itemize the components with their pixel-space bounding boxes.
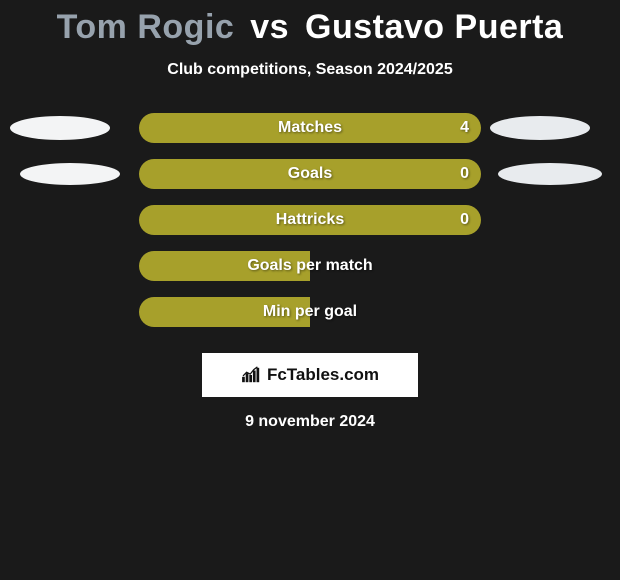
- stat-rows: Matches 4 Goals 0 Hattricks 0 Goals per …: [0, 113, 620, 343]
- stat-label: Min per goal: [139, 303, 481, 321]
- chart-bars-icon: [241, 366, 263, 384]
- page-title: Tom Rogic vs Gustavo Puerta: [57, 8, 564, 47]
- stat-value: 0: [460, 165, 469, 183]
- stat-label: Hattricks: [276, 211, 344, 229]
- vs-separator: vs: [250, 8, 289, 46]
- stat-label: Goals: [288, 165, 332, 183]
- stat-row: Matches 4: [0, 113, 620, 143]
- stat-bar: Goals 0: [139, 159, 481, 189]
- subtitle: Club competitions, Season 2024/2025: [167, 61, 452, 79]
- left-marker: [20, 163, 120, 185]
- player1-name: Tom Rogic: [57, 8, 235, 46]
- comparison-card: Tom Rogic vs Gustavo Puerta Club competi…: [0, 0, 620, 431]
- stat-bar: Min per goal: [139, 297, 481, 327]
- right-marker: [490, 116, 590, 140]
- stat-bar: Matches 4: [139, 113, 481, 143]
- stat-bar: Goals per match: [139, 251, 481, 281]
- stat-label: Goals per match: [139, 257, 481, 275]
- stat-value: 0: [460, 211, 469, 229]
- stat-value: 4: [460, 119, 469, 137]
- stat-row: Min per goal: [0, 297, 620, 327]
- stat-row: Hattricks 0: [0, 205, 620, 235]
- left-marker: [10, 116, 110, 140]
- brand-badge[interactable]: FcTables.com: [202, 353, 418, 397]
- stat-label: Matches: [278, 119, 342, 137]
- brand-text: FcTables.com: [267, 365, 379, 385]
- stat-bar: Hattricks 0: [139, 205, 481, 235]
- stat-row: Goals 0: [0, 159, 620, 189]
- date-label: 9 november 2024: [245, 413, 375, 431]
- right-marker: [498, 163, 602, 185]
- player2-name: Gustavo Puerta: [305, 8, 563, 46]
- stat-row: Goals per match: [0, 251, 620, 281]
